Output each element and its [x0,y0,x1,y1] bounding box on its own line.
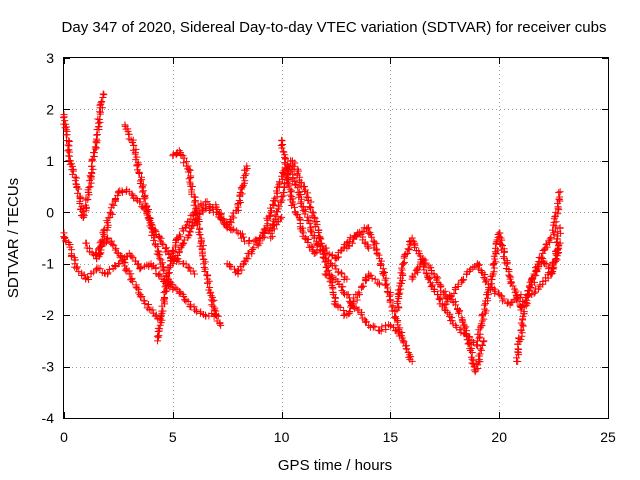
data-point [556,188,564,196]
data-point [169,285,177,293]
axis-ticks [64,58,609,419]
data-point [480,337,488,345]
x-tick-label: 10 [274,429,290,445]
data-series [321,270,405,340]
data-point [321,270,329,278]
x-tick-label: 25 [600,429,616,445]
data-point [556,224,564,232]
data-point [278,213,286,221]
x-axis-label: GPS time / hours [278,457,392,474]
x-tick-label: 20 [491,429,507,445]
data-point [210,306,218,314]
data-series [169,203,286,268]
data-point [114,188,122,196]
y-tick-label: 3 [46,50,54,66]
y-tick-label: -2 [42,307,55,323]
data-series [473,188,564,345]
data-point [376,280,384,288]
data-point [343,275,351,283]
data-point [136,265,144,273]
data-series [343,224,416,365]
y-tick-label: 1 [46,153,54,169]
y-tick-label: 2 [46,101,54,117]
y-axis-label: SDTVAR / TECUs [5,178,22,298]
data-point [517,291,525,299]
y-tick-label: 0 [46,204,54,220]
data-series [267,157,384,320]
y-tick-labels: 3 2 1 0 -1 -2 -3 -4 [42,50,55,426]
data-point [158,316,166,324]
x-tick-label: 15 [383,429,399,445]
data-point [99,90,107,98]
data-series [60,229,177,293]
data-point [191,270,199,278]
data-point [310,213,318,221]
data-point [217,321,225,329]
y-tick-label: -1 [42,256,55,272]
x-tick-label: 0 [60,429,68,445]
chart-title: Day 347 of 2020, Sidereal Day-to-day VTE… [62,19,607,36]
y-tick-label: -3 [42,359,55,375]
data-point [104,270,112,278]
data-point [158,239,166,247]
data-point [399,260,407,268]
data-point [201,203,209,211]
data-point [408,234,416,242]
data-point [278,193,286,201]
data-series [408,255,488,376]
data-point [376,327,384,335]
data-series [59,90,108,221]
data-point [397,332,405,340]
data-point [452,301,460,309]
data-point [441,301,449,309]
data-point [156,255,164,263]
data-series [82,234,166,324]
y-tick-label: -4 [42,410,55,426]
data-point [539,255,547,263]
data-point [86,183,94,191]
data-marks [59,90,565,376]
x-tick-label: 5 [169,429,177,445]
data-series [393,234,481,350]
data-series [528,224,565,299]
grid [64,58,608,418]
x-tick-labels: 0 5 10 15 20 25 [60,429,616,445]
data-point [291,177,299,185]
plot-frame [63,57,609,419]
data-point [408,357,416,365]
data-point [243,162,251,170]
